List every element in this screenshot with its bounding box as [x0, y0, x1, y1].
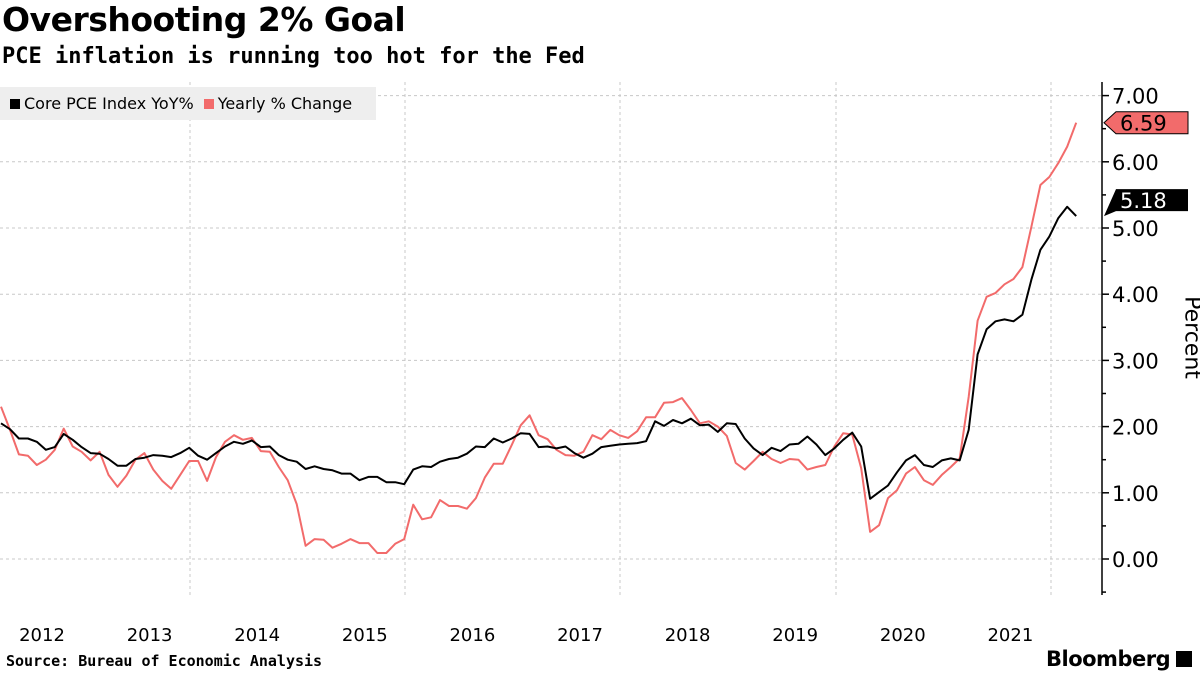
x-axis-labels: 2012 2013 2014 2015 2016 2017 2018 2019 2020 2021	[19, 625, 1033, 646]
x-tick-label: 2021	[987, 625, 1033, 646]
tag-background	[1103, 111, 1189, 135]
x-tick-label: 2012	[19, 625, 65, 646]
legend-swatch-core-pce	[10, 98, 20, 109]
series-line-yearly-change	[0, 122, 1078, 554]
series-lines	[0, 122, 1078, 554]
y-tick-label: 0.00	[1112, 548, 1159, 572]
bloomberg-terminal-icon	[1176, 651, 1193, 667]
gridlines	[0, 82, 1102, 595]
y-tick-label: 7.00	[1112, 85, 1159, 109]
y-axis-label: Percent	[1179, 296, 1200, 379]
x-tick-label: 2020	[880, 625, 926, 646]
source-note: Source: Bureau of Economic Analysis	[6, 652, 323, 670]
y-tick-label: 2.00	[1112, 416, 1159, 440]
chart-subtitle: PCE inflation is running too hot for the…	[2, 44, 585, 69]
legend: Core PCE Index YoY% Yearly % Change	[0, 87, 376, 120]
x-tick-label: 2019	[772, 625, 818, 646]
x-tick-label: 2013	[127, 625, 173, 646]
logo-text: Bloomberg	[1046, 647, 1171, 671]
x-tick-label: 2015	[342, 625, 388, 646]
legend-label-yearly-change: Yearly % Change	[217, 94, 353, 113]
x-tick-label: 2014	[234, 625, 280, 646]
y-tick-label: 5.00	[1112, 217, 1159, 241]
y-tick-label: 1.00	[1112, 482, 1159, 506]
bloomberg-logo: Bloomberg	[1046, 647, 1193, 671]
tag-value: 5.18	[1120, 189, 1167, 213]
y-tick-label: 3.00	[1112, 349, 1159, 373]
legend-label-core-pce: Core PCE Index YoY%	[24, 94, 194, 113]
x-tick-label: 2017	[557, 625, 603, 646]
x-tick-label: 2018	[665, 625, 711, 646]
x-tick-label: 2016	[449, 625, 495, 646]
legend-swatch-yearly-change	[203, 98, 214, 109]
tag-background	[1104, 189, 1188, 217]
y-axis: 0.00 1.00 2.00 3.00 4.00 5.00 6.00 7.00	[1101, 82, 1159, 595]
chart-title: Overshooting 2% Goal	[2, 0, 406, 39]
tag-value: 6.59	[1120, 112, 1167, 136]
last-value-tags: 6.59 5.18	[1103, 111, 1189, 217]
last-value-tag-core-pce: 5.18	[1104, 189, 1188, 217]
y-tick-label: 4.00	[1112, 283, 1159, 307]
legend-item-core-pce: Core PCE Index YoY%	[10, 94, 194, 113]
legend-item-yearly-change: Yearly % Change	[203, 94, 353, 113]
y-tick-label: 6.00	[1112, 151, 1159, 175]
series-line-core-pce	[0, 205, 1077, 500]
last-value-tag-yearly-change: 6.59	[1103, 111, 1189, 136]
